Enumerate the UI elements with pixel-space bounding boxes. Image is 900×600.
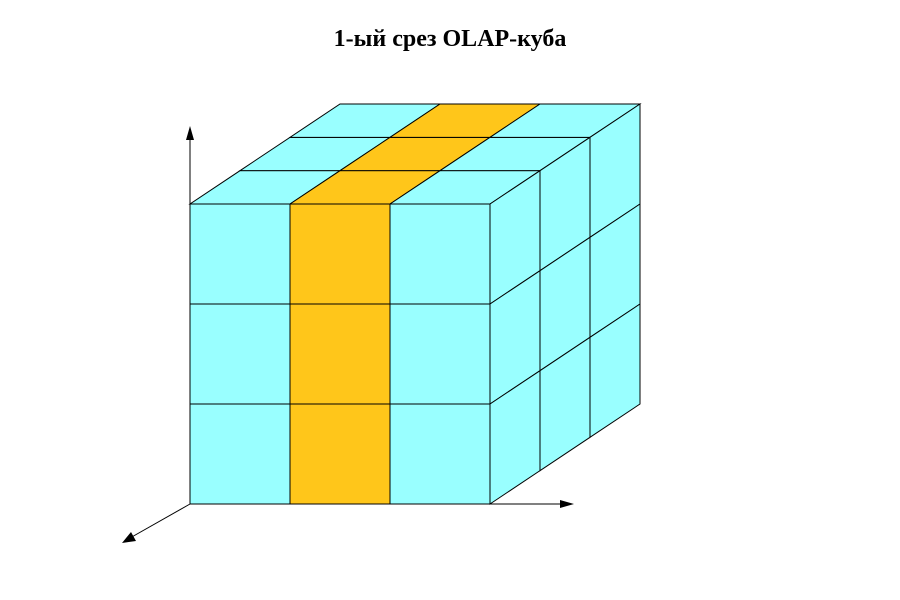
vertical-axis-arrow-icon — [186, 126, 194, 140]
depth-axis — [129, 503, 191, 539]
front-cell — [189, 203, 291, 305]
olap-cube — [188, 103, 642, 505]
depth-axis-arrow-icon — [122, 532, 136, 543]
front-cell — [289, 303, 391, 405]
front-cell — [289, 203, 391, 305]
front-cell — [389, 403, 491, 505]
diagram-title: 1-ый срез OLAP-куба — [333, 26, 567, 52]
front-cell — [189, 403, 291, 505]
front-cell — [289, 403, 391, 505]
front-cell — [389, 303, 491, 405]
right-cell — [589, 303, 641, 439]
front-cell — [389, 203, 491, 305]
horizontal-axis-arrow-icon — [560, 500, 574, 508]
front-cell — [189, 303, 291, 405]
